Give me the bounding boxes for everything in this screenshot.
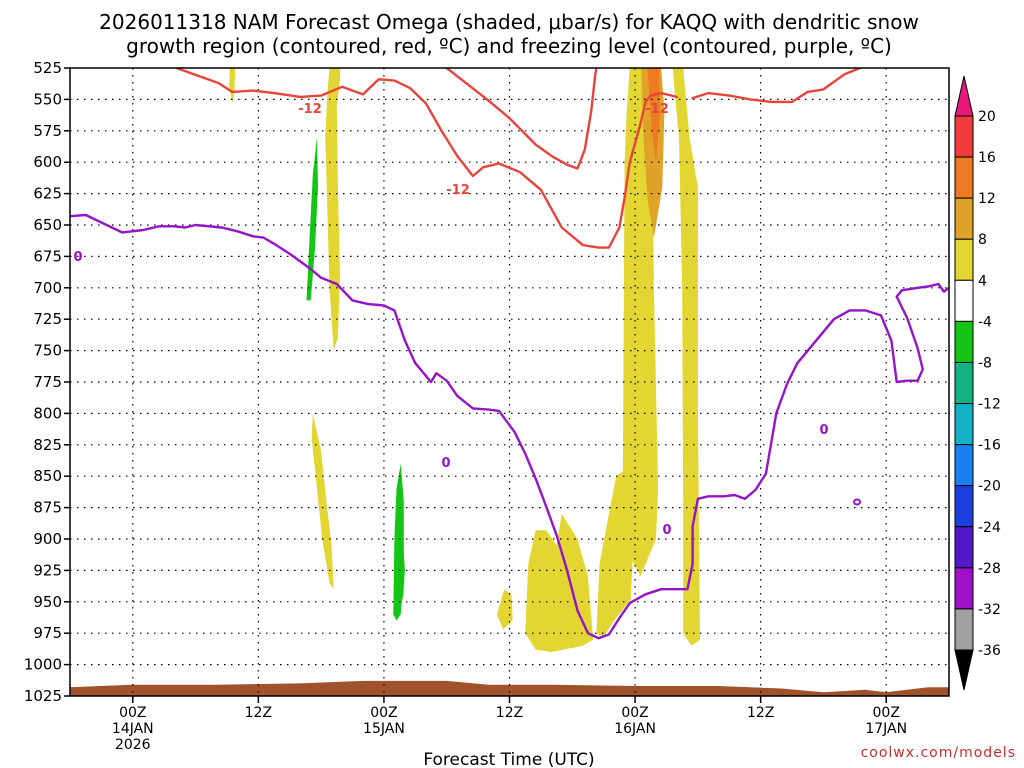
contour-dgz_-12C_far_right (691, 68, 862, 104)
y-axis: 525 550 575 600 625 650 675 700 725 750 775 800 825 8… (24, 59, 70, 705)
chart-title-line1: 2026011318 NAM Forecast Omega (shaded, μ… (99, 10, 919, 34)
colorbar-segment (954, 279, 974, 322)
omega-region-omega_4_8_b (325, 68, 340, 351)
colorbar-segment (954, 238, 974, 281)
colorbar-label: -36 (978, 643, 1001, 659)
y-tick-label: 750 (33, 342, 62, 360)
colorbar-bottom-triangle (954, 649, 974, 691)
x-tick-label: 12Z (747, 705, 774, 721)
omega-region-omega_4_8_h (672, 68, 700, 646)
x-tick-label: 00Z (621, 705, 648, 721)
colorbar-segment (954, 526, 974, 569)
y-tick-label: 825 (33, 436, 62, 454)
colorbar-label: -16 (978, 438, 1001, 454)
freezing-contour-ring (853, 498, 861, 506)
colorbar-label: 16 (978, 150, 996, 166)
colorbar-label: -28 (978, 561, 1001, 577)
x-tick-label: 16JAN (614, 721, 656, 737)
y-tick-label: 950 (33, 593, 62, 611)
y-tick-label: 525 (33, 59, 62, 77)
colorbar-label: -12 (978, 397, 1001, 413)
y-tick-label: 775 (33, 373, 62, 391)
colorbar-segment (954, 567, 974, 610)
colorbar-label: 12 (978, 191, 996, 207)
y-tick-label: 650 (33, 216, 62, 234)
colorbar-segment (954, 608, 974, 651)
y-tick-label: 725 (33, 310, 62, 328)
omega-region-omega_4_8_a (229, 68, 236, 104)
contour-freezing_0C (70, 213, 949, 640)
colorbar: 20 16 12 8 4 -4 -8 -12 -16 -20 -24 -28 -32 -36 (954, 75, 1001, 691)
colorbar-segment (954, 197, 974, 240)
terrain-surface (70, 680, 949, 696)
omega-shading-layer (229, 68, 700, 652)
colorbar-label: -24 (978, 520, 1001, 536)
contour-dgz_-12C_right (445, 68, 598, 170)
omega-region-omega_4_8_d (496, 589, 513, 630)
freezing-contour-label: 0 (819, 423, 828, 438)
freezing-contour-label: 0 (662, 523, 671, 538)
x-tick-label: 17JAN (865, 721, 907, 737)
terrain-layer (70, 680, 949, 696)
colorbar-segment (954, 361, 974, 405)
colorbar-label: -20 (978, 479, 1001, 495)
colorbar-segment (954, 403, 974, 446)
dgz-contour-label: -12 (298, 102, 322, 117)
freezing-contour-label: 0 (73, 250, 82, 265)
y-tick-label: 875 (33, 499, 62, 517)
y-tick-label: 1000 (24, 656, 62, 674)
y-tick-label: 850 (33, 467, 62, 485)
colorbar-segment (954, 485, 974, 528)
y-tick-label: 1025 (24, 687, 62, 705)
y-tick-label: 925 (33, 561, 62, 579)
x-axis-title: Forecast Time (UTC) (423, 750, 594, 768)
x-tick-label: 00Z (119, 705, 146, 721)
colorbar-label: 4 (978, 273, 987, 289)
y-tick-label: 550 (33, 90, 62, 108)
y-tick-label: 900 (33, 530, 62, 548)
y-tick-label: 600 (33, 153, 62, 171)
x-tick-label: 2026 (115, 737, 151, 753)
y-tick-label: 975 (33, 624, 62, 642)
x-tick-label: 00Z (370, 705, 397, 721)
plot-area: -12 -12 -12 0 0 0 0 (69, 67, 950, 697)
dgz-contour-label: -12 (645, 102, 669, 117)
x-tick-label: 15JAN (363, 721, 405, 737)
omega-region-omega_-4_-8_c (399, 539, 405, 602)
y-tick-label: 575 (33, 122, 62, 140)
x-tick-label: 00Z (873, 705, 900, 721)
colorbar-label: -4 (978, 314, 992, 330)
omega-region-omega_4_8_c (311, 413, 334, 590)
colorbar-label: -8 (978, 355, 992, 371)
chart-title-line2: growth region (contoured, red, ºC) and f… (126, 34, 892, 58)
omega-region-omega_-4_-8_b (393, 463, 404, 621)
omega-region-omega_12_16 (647, 68, 661, 163)
credit-text: coolwx.com/models (861, 745, 1016, 761)
x-tick-label: 12Z (496, 705, 523, 721)
y-tick-label: 675 (33, 247, 62, 265)
omega-region-omega_4_8_e (525, 513, 594, 652)
colorbar-segment (954, 156, 974, 199)
omega-region-omega_-4_-8_a (306, 137, 318, 301)
colorbar-segment (954, 444, 974, 487)
contour-layer (70, 68, 949, 640)
y-tick-label: 625 (33, 185, 62, 203)
contour-label-layer: -12 -12 -12 0 0 0 0 (73, 102, 861, 538)
colorbar-label: 8 (978, 232, 987, 248)
colorbar-label: 20 (978, 109, 996, 125)
x-tick-label: 14JAN (112, 721, 154, 737)
y-tick-label: 800 (33, 404, 62, 422)
dgz-contour-label: -12 (446, 183, 470, 198)
freezing-contour-label: 0 (441, 456, 450, 471)
colorbar-top-triangle (954, 75, 974, 117)
colorbar-segment (954, 115, 974, 158)
x-tick-label: 12Z (245, 705, 272, 721)
y-tick-label: 700 (33, 279, 62, 297)
colorbar-segment (954, 320, 974, 363)
contour-dgz_-12C_left (175, 68, 679, 249)
colorbar-label: -32 (978, 602, 1001, 618)
